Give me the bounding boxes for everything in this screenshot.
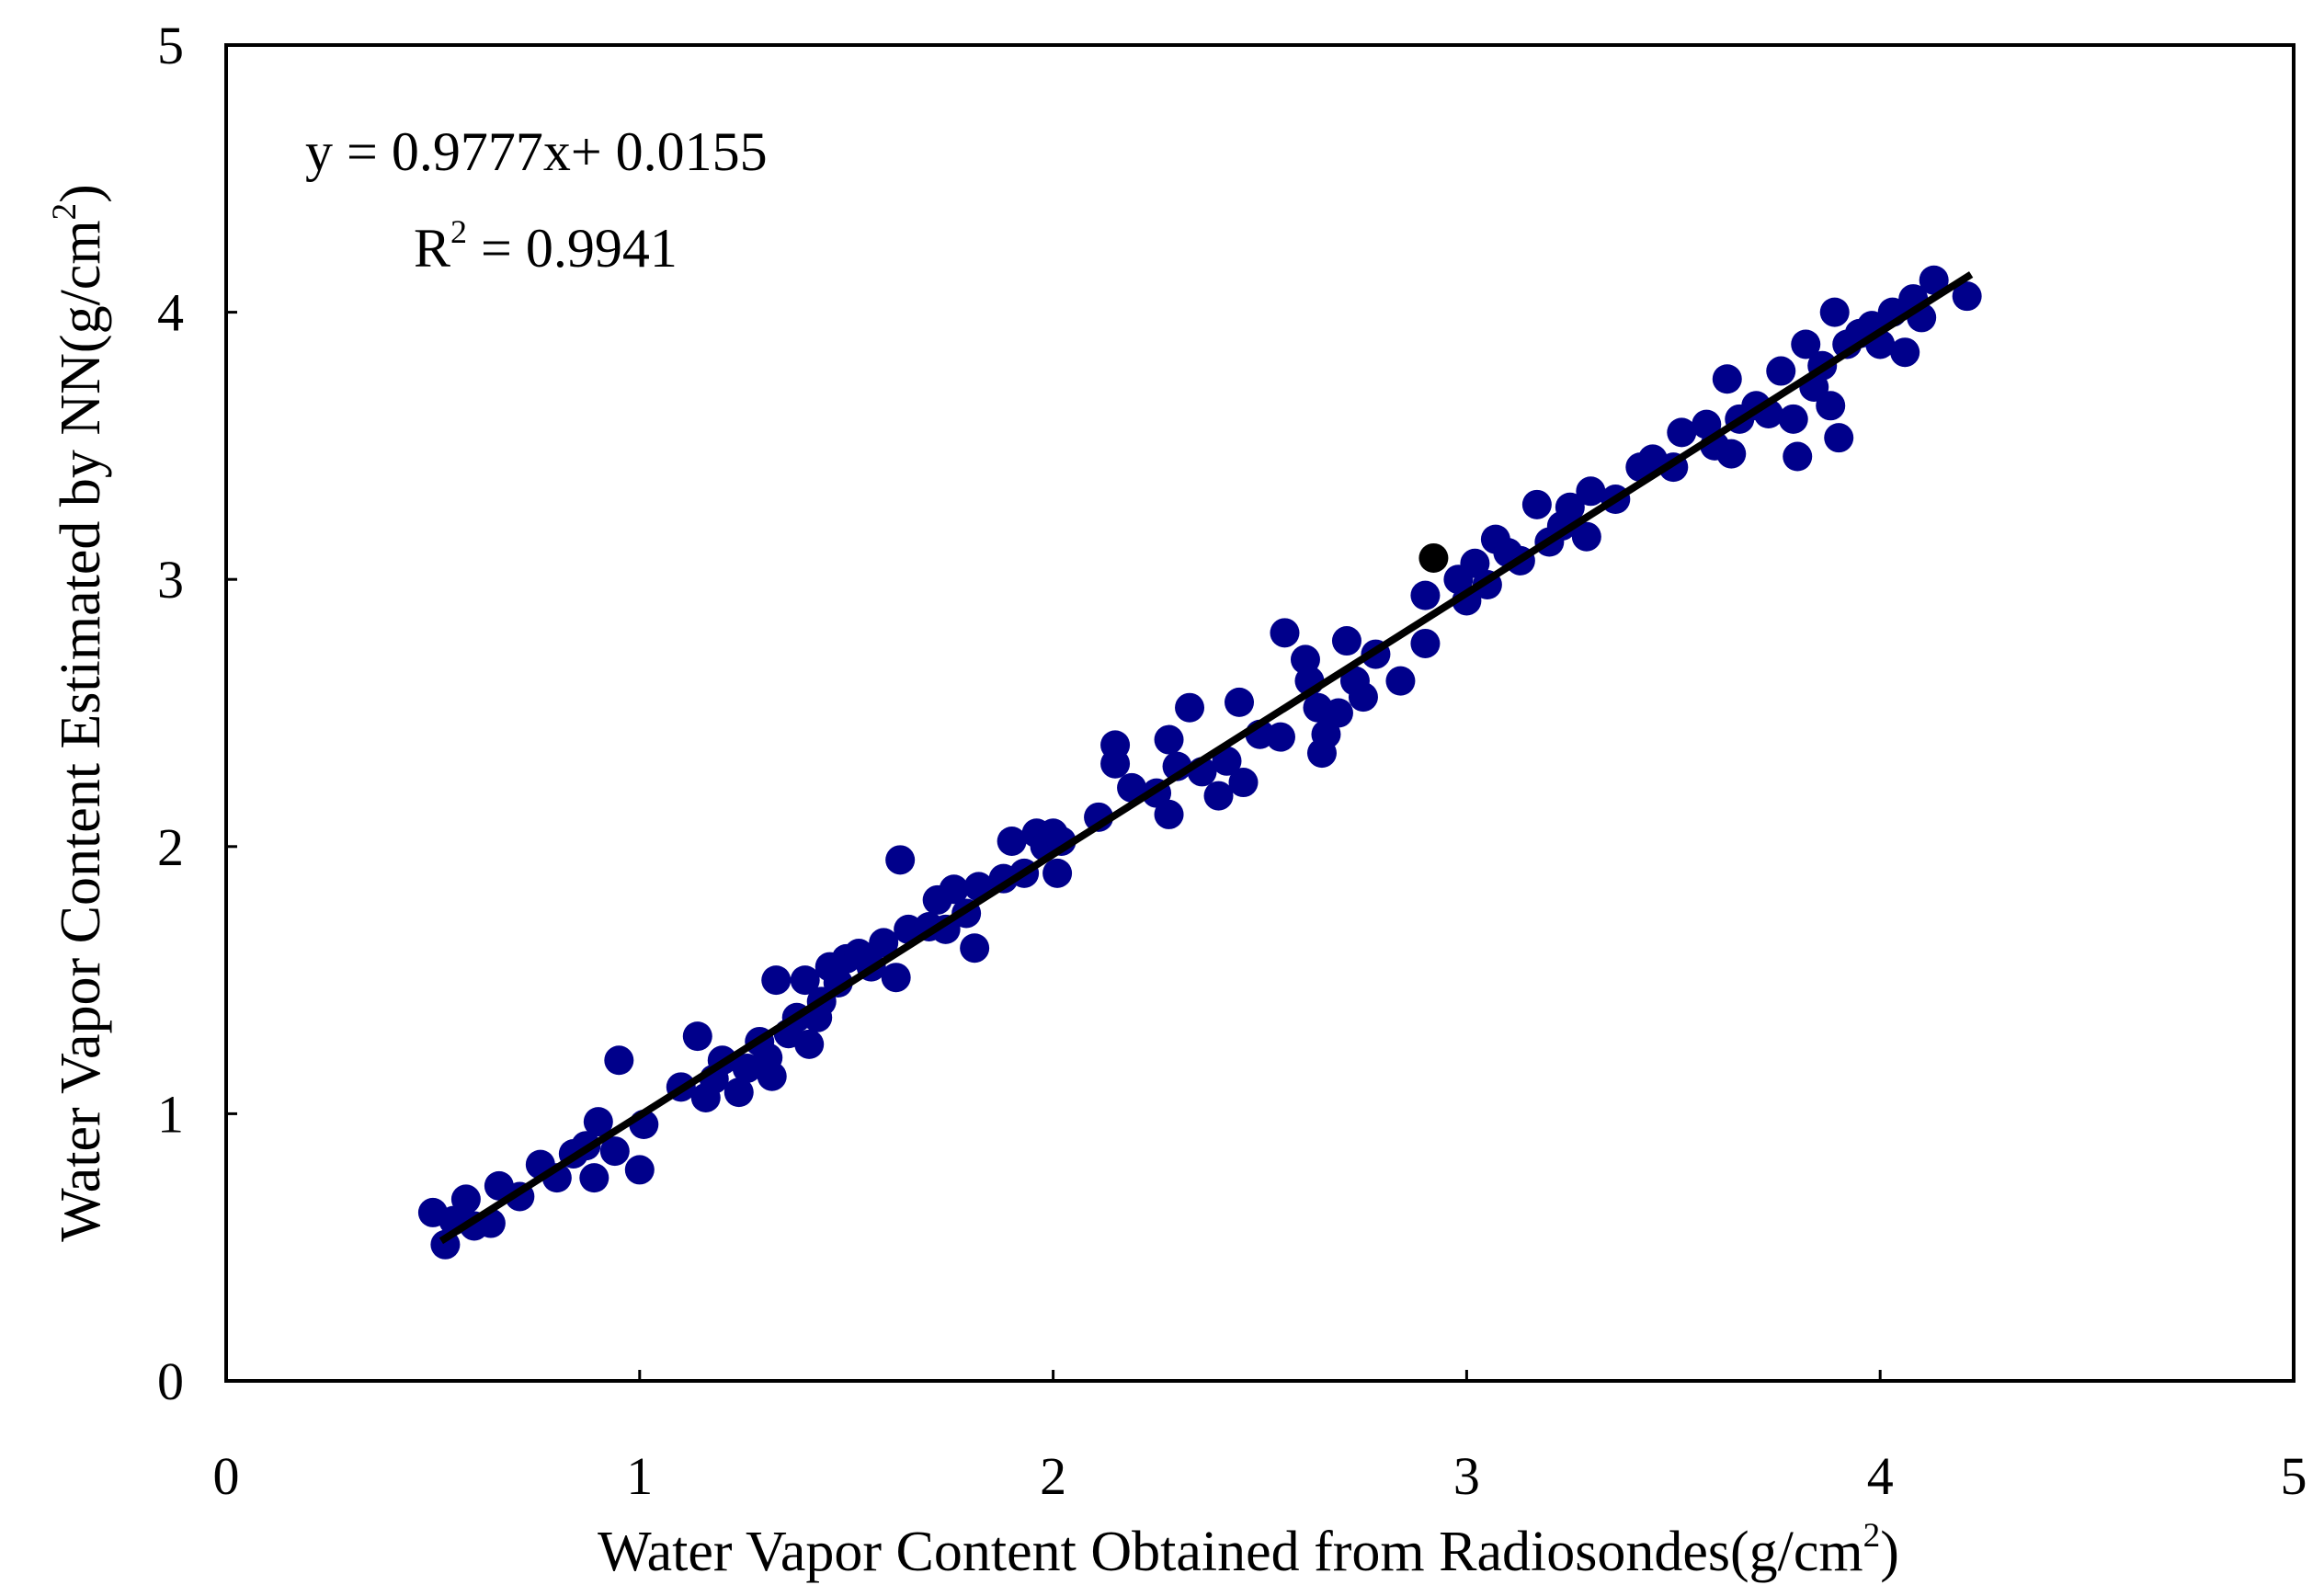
point bbox=[723, 1078, 754, 1108]
x-axis-title-part: ) bbox=[1880, 1521, 1899, 1583]
annotation-part: R bbox=[414, 218, 450, 279]
point bbox=[1117, 772, 1147, 803]
annotation: R2 = 0.9941 bbox=[414, 213, 678, 279]
point bbox=[1824, 423, 1854, 453]
y-tick-label: 3 bbox=[157, 550, 184, 610]
y-tick-label: 0 bbox=[157, 1351, 184, 1411]
point bbox=[1154, 799, 1184, 829]
point bbox=[583, 1107, 613, 1137]
y-tick-label: 5 bbox=[157, 16, 184, 75]
annotation: y = 0.9777x+ 0.0155 bbox=[305, 121, 768, 182]
point bbox=[1460, 548, 1490, 578]
point bbox=[1410, 628, 1441, 658]
x-axis-title-part: 2 bbox=[1863, 1517, 1881, 1555]
point bbox=[1819, 297, 1850, 327]
x-tick-label: 3 bbox=[1453, 1446, 1480, 1506]
point bbox=[450, 1184, 481, 1214]
point bbox=[1265, 722, 1295, 752]
point bbox=[1385, 666, 1416, 696]
y-axis-title-part: Water Vapor Content Estimated by NN(g/cm bbox=[50, 220, 112, 1241]
point bbox=[579, 1163, 609, 1193]
point bbox=[939, 874, 969, 905]
x-tick-label: 1 bbox=[626, 1446, 653, 1506]
x-axis-title: Water Vapor Content Obtained from Radios… bbox=[598, 1517, 1899, 1583]
point bbox=[1667, 417, 1697, 448]
point bbox=[1203, 781, 1234, 811]
point bbox=[881, 963, 911, 993]
x-tick-label: 4 bbox=[1867, 1446, 1894, 1506]
x-tick-label: 5 bbox=[2281, 1446, 2307, 1506]
annotation-part: = 0.9941 bbox=[467, 218, 678, 279]
point bbox=[1571, 521, 1601, 552]
y-tick-label: 4 bbox=[157, 283, 184, 343]
point bbox=[997, 826, 1027, 856]
point bbox=[1042, 858, 1073, 888]
x-tick-label: 0 bbox=[213, 1446, 240, 1506]
point bbox=[1331, 626, 1361, 656]
point bbox=[682, 1021, 712, 1052]
point bbox=[930, 914, 961, 944]
point bbox=[624, 1155, 655, 1185]
point bbox=[1791, 329, 1821, 359]
point bbox=[1348, 682, 1378, 713]
point bbox=[1576, 476, 1606, 507]
x-tick-label: 2 bbox=[1040, 1446, 1066, 1506]
point bbox=[1890, 337, 1920, 368]
point bbox=[1452, 586, 1482, 616]
point bbox=[960, 933, 990, 964]
y-axis-title-part: 2 bbox=[46, 203, 84, 221]
y-tick-label: 1 bbox=[157, 1084, 184, 1144]
y-axis-title: Water Vapor Content Estimated by NN(g/cm… bbox=[46, 184, 112, 1242]
point bbox=[1555, 492, 1585, 522]
point bbox=[823, 968, 853, 998]
point bbox=[1175, 692, 1205, 723]
x-axis-title-part: Water Vapor Content Obtained from Radios… bbox=[598, 1521, 1863, 1583]
point bbox=[1270, 618, 1300, 648]
point bbox=[1716, 439, 1747, 469]
point bbox=[1228, 768, 1259, 798]
y-axis-title-part: ) bbox=[50, 184, 112, 203]
point bbox=[1919, 265, 1949, 295]
y-tick-label: 2 bbox=[157, 817, 184, 877]
trendline bbox=[439, 271, 1974, 1245]
point bbox=[1952, 281, 1982, 312]
point bbox=[1816, 391, 1846, 421]
point bbox=[1212, 746, 1242, 776]
point bbox=[1766, 356, 1796, 386]
point bbox=[604, 1045, 634, 1076]
point bbox=[1410, 580, 1441, 610]
point bbox=[794, 1029, 825, 1059]
point bbox=[757, 1061, 787, 1091]
annotation-part: y = 0.9777x+ 0.0155 bbox=[305, 121, 768, 182]
point bbox=[761, 965, 792, 996]
point bbox=[599, 1136, 630, 1167]
point bbox=[1311, 719, 1341, 749]
point bbox=[1225, 687, 1255, 717]
point bbox=[790, 965, 820, 996]
plot-frame bbox=[224, 43, 2296, 1383]
point bbox=[1418, 542, 1449, 573]
annotation-part: 2 bbox=[450, 213, 467, 250]
point bbox=[1100, 748, 1131, 779]
point bbox=[1154, 724, 1184, 755]
point bbox=[885, 845, 916, 875]
point bbox=[1778, 404, 1808, 434]
point bbox=[1323, 698, 1353, 728]
point bbox=[1712, 364, 1742, 394]
point bbox=[869, 928, 899, 958]
point bbox=[1521, 489, 1552, 519]
point bbox=[1783, 441, 1813, 472]
